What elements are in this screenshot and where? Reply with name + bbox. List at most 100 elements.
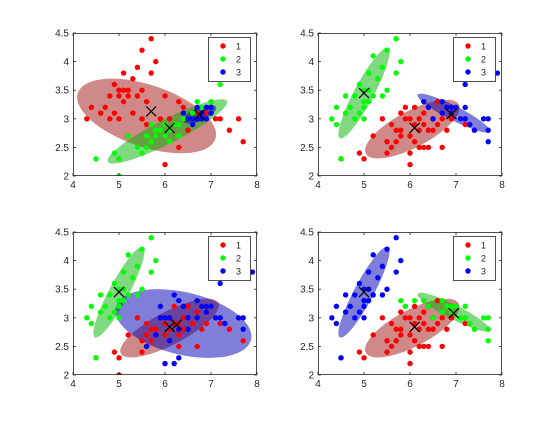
data-point bbox=[125, 332, 131, 338]
data-point bbox=[185, 116, 191, 122]
legend-marker-1 bbox=[465, 242, 471, 248]
x-tick-label: 6 bbox=[407, 180, 413, 191]
data-point bbox=[97, 110, 104, 116]
data-point bbox=[393, 235, 399, 241]
data-point bbox=[116, 355, 122, 361]
data-point bbox=[143, 332, 150, 338]
y-tick-label: 3 bbox=[308, 313, 314, 324]
data-point bbox=[407, 116, 413, 122]
data-point bbox=[411, 303, 418, 310]
y-tick-label: 4.5 bbox=[300, 29, 314, 40]
series-2 bbox=[93, 81, 223, 176]
data-point bbox=[425, 303, 432, 310]
data-point bbox=[379, 93, 386, 99]
data-point bbox=[120, 297, 127, 304]
data-point bbox=[84, 315, 90, 321]
centroid-stroke bbox=[448, 307, 460, 319]
data-point bbox=[194, 98, 200, 105]
data-point bbox=[485, 337, 491, 344]
y-tick-label: 4.5 bbox=[55, 29, 69, 40]
data-point bbox=[157, 116, 164, 122]
legend-marker-3 bbox=[465, 69, 471, 75]
centroid-marker-3 bbox=[358, 286, 370, 298]
data-point bbox=[439, 309, 445, 315]
data-point bbox=[375, 76, 381, 82]
data-point bbox=[143, 98, 150, 105]
plot-content bbox=[84, 235, 256, 375]
data-point bbox=[97, 292, 104, 298]
data-point bbox=[384, 286, 390, 292]
data-point bbox=[189, 110, 196, 116]
data-point bbox=[120, 269, 127, 275]
centroid-stroke bbox=[113, 286, 125, 298]
data-point bbox=[130, 110, 136, 116]
centroid-stroke bbox=[171, 319, 182, 331]
data-point bbox=[143, 133, 150, 139]
x-tick-label: 4 bbox=[315, 379, 321, 390]
data-point bbox=[199, 104, 205, 111]
x-tick-label: 7 bbox=[453, 180, 459, 191]
subplot-2: 4 5 6 7 8 2 2.5 3 3.5 4 4.5 1 2 3 bbox=[300, 29, 505, 192]
legend-label-3: 3 bbox=[236, 267, 241, 277]
legend: 1 2 3 bbox=[453, 37, 496, 82]
data-point bbox=[153, 58, 159, 65]
data-point bbox=[194, 104, 200, 111]
data-point bbox=[143, 320, 150, 327]
data-point bbox=[365, 269, 372, 275]
centroid-marker-1 bbox=[145, 105, 157, 117]
data-point bbox=[217, 81, 223, 88]
data-point bbox=[203, 110, 210, 116]
centroid-stroke bbox=[358, 286, 370, 298]
centroid-marker-3 bbox=[171, 319, 182, 331]
legend-box bbox=[453, 236, 496, 281]
data-point bbox=[130, 76, 136, 82]
legend-marker-2 bbox=[465, 56, 471, 62]
data-point bbox=[388, 121, 395, 128]
data-point bbox=[398, 297, 404, 304]
data-point bbox=[180, 303, 187, 310]
legend-box bbox=[208, 37, 251, 82]
data-point bbox=[102, 303, 108, 310]
data-point bbox=[162, 315, 168, 321]
data-point bbox=[157, 303, 164, 310]
data-point bbox=[356, 309, 363, 315]
data-point bbox=[425, 343, 432, 350]
x-tick-label: 5 bbox=[116, 379, 122, 390]
data-point bbox=[485, 116, 491, 122]
legend-label-3: 3 bbox=[481, 68, 486, 78]
plot-content bbox=[329, 235, 491, 367]
data-point bbox=[421, 144, 427, 151]
data-point bbox=[139, 286, 145, 292]
data-point bbox=[393, 337, 399, 344]
data-point bbox=[166, 116, 173, 122]
data-point bbox=[199, 303, 205, 310]
data-point bbox=[162, 320, 168, 327]
data-point bbox=[148, 337, 154, 344]
data-point bbox=[162, 133, 168, 139]
legend-marker-1 bbox=[220, 43, 226, 49]
series-2 bbox=[398, 297, 491, 344]
data-point bbox=[425, 326, 432, 332]
data-point bbox=[384, 150, 390, 156]
data-point bbox=[444, 104, 450, 111]
data-point bbox=[148, 70, 154, 76]
data-point bbox=[365, 297, 372, 304]
data-point bbox=[240, 138, 246, 145]
data-point bbox=[125, 252, 131, 258]
x-tick-label: 6 bbox=[407, 379, 413, 390]
data-point bbox=[407, 360, 413, 367]
data-point bbox=[333, 303, 340, 310]
centroid-stroke bbox=[358, 87, 370, 99]
data-point bbox=[88, 303, 95, 310]
data-point bbox=[116, 116, 122, 122]
data-point bbox=[116, 93, 122, 99]
data-point bbox=[421, 309, 427, 315]
data-point bbox=[485, 326, 491, 332]
data-point bbox=[329, 315, 335, 321]
data-point bbox=[116, 303, 122, 310]
legend-label-1: 1 bbox=[236, 241, 241, 251]
data-point bbox=[333, 121, 340, 128]
data-point bbox=[425, 127, 432, 133]
legend: 1 2 3 bbox=[453, 236, 496, 281]
data-point bbox=[185, 315, 191, 321]
